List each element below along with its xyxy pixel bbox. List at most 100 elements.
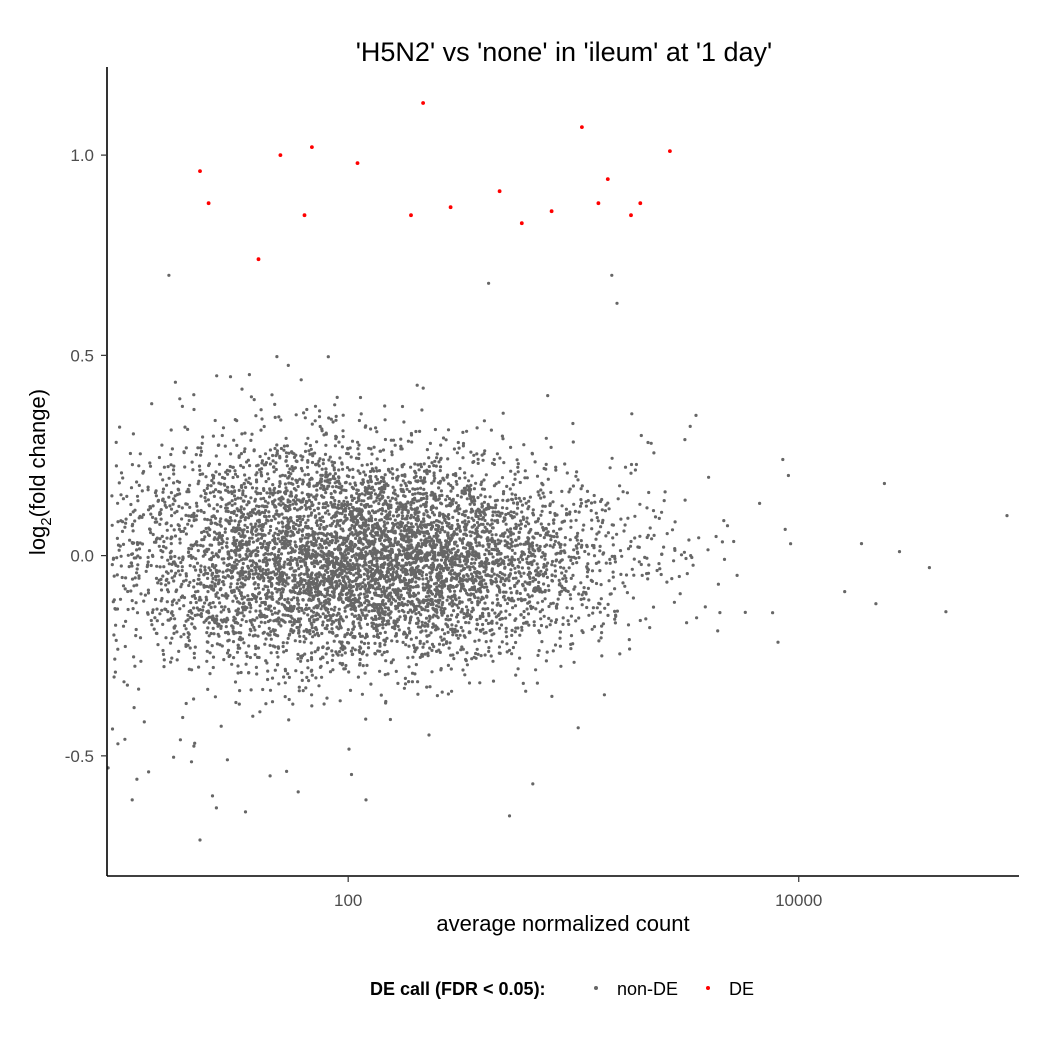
non-de-point: [247, 644, 251, 648]
non-de-point: [607, 579, 611, 583]
non-de-point: [648, 526, 652, 530]
non-de-point: [271, 492, 275, 496]
non-de-point: [305, 407, 309, 412]
non-de-point: [550, 559, 555, 564]
non-de-point: [366, 571, 370, 575]
non-de-point: [273, 446, 277, 451]
non-de-point: [446, 595, 450, 599]
non-de-point: [388, 717, 392, 722]
non-de-point: [542, 614, 546, 618]
non-de-point: [167, 495, 171, 499]
non-de-point: [472, 487, 476, 491]
non-de-point: [437, 592, 441, 597]
non-de-point: [538, 610, 542, 614]
non-de-point: [154, 517, 158, 521]
non-de-point: [124, 619, 128, 624]
non-de-point: [228, 501, 232, 505]
non-de-point: [354, 529, 358, 533]
non-de-point: [470, 474, 474, 478]
non-de-point: [428, 469, 432, 473]
non-de-point: [286, 597, 290, 601]
non-de-point: [380, 548, 384, 552]
non-de-point: [137, 464, 141, 468]
non-de-point: [499, 511, 503, 515]
non-de-point: [427, 614, 432, 618]
non-de-point: [432, 471, 436, 475]
non-de-point: [173, 574, 177, 578]
non-de-point: [452, 609, 456, 613]
non-de-point: [304, 521, 308, 525]
non-de-point: [652, 533, 656, 538]
non-de-point: [311, 614, 315, 618]
non-de-point: [384, 499, 388, 503]
non-de-point: [203, 568, 207, 572]
non-de-point: [584, 504, 589, 508]
non-de-point: [368, 549, 372, 553]
non-de-point: [424, 595, 428, 599]
non-de-point: [435, 585, 439, 589]
non-de-point: [326, 597, 330, 601]
non-de-point: [223, 530, 227, 534]
non-de-point: [384, 623, 388, 627]
non-de-point: [309, 609, 314, 613]
non-de-point: [259, 597, 263, 601]
non-de-point: [383, 594, 387, 598]
non-de-point: [444, 504, 449, 508]
non-de-point: [299, 564, 303, 569]
non-de-point: [720, 540, 725, 544]
non-de-point: [598, 610, 602, 614]
non-de-point: [594, 561, 599, 566]
non-de-point: [735, 573, 739, 578]
non-de-point: [278, 557, 282, 561]
non-de-point: [258, 541, 263, 546]
non-de-point: [509, 527, 513, 531]
non-de-point: [418, 572, 422, 576]
non-de-point: [427, 464, 431, 469]
non-de-point: [308, 452, 312, 456]
non-de-point: [554, 465, 558, 469]
non-de-point: [193, 741, 197, 745]
non-de-point: [154, 576, 159, 581]
non-de-point: [179, 595, 183, 600]
non-de-point: [235, 582, 239, 586]
non-de-point: [520, 510, 524, 514]
non-de-point: [758, 501, 762, 505]
non-de-point: [286, 636, 290, 641]
non-de-point: [188, 615, 192, 620]
non-de-point: [419, 613, 423, 617]
non-de-point: [444, 438, 448, 442]
non-de-point: [135, 494, 140, 498]
non-de-point: [623, 523, 627, 527]
non-de-point: [215, 622, 219, 626]
non-de-point: [114, 464, 118, 468]
non-de-point: [334, 555, 338, 559]
non-de-point: [338, 650, 342, 654]
non-de-point: [367, 600, 371, 604]
non-de-point: [138, 556, 142, 560]
non-de-point: [287, 633, 291, 637]
non-de-point: [248, 559, 252, 563]
non-de-point: [387, 503, 391, 507]
non-de-point: [233, 594, 237, 598]
non-de-point: [455, 451, 459, 455]
non-de-point: [286, 672, 290, 676]
non-de-point: [252, 511, 256, 515]
non-de-point: [359, 608, 363, 612]
non-de-point: [390, 450, 394, 454]
non-de-point: [376, 649, 380, 653]
non-de-point: [407, 626, 411, 631]
non-de-point: [212, 507, 216, 511]
non-de-point: [222, 583, 226, 587]
non-de-point: [314, 613, 318, 618]
non-de-point: [226, 485, 230, 489]
non-de-point: [590, 527, 594, 531]
non-de-point: [437, 605, 441, 609]
non-de-point: [349, 649, 353, 653]
non-de-point: [315, 631, 319, 635]
non-de-point: [372, 634, 376, 638]
non-de-point: [162, 565, 166, 569]
non-de-point: [334, 586, 338, 590]
non-de-point: [447, 540, 451, 545]
non-de-point: [217, 580, 221, 585]
non-de-point: [485, 522, 490, 526]
